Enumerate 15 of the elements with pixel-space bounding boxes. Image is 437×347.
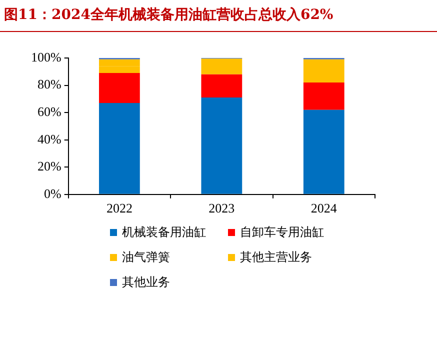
- y-tick-label: 20%: [37, 158, 62, 174]
- x-tick-label: 2022: [106, 200, 132, 216]
- y-tick-label: 60%: [37, 104, 62, 119]
- legend-label: 其他业务: [122, 274, 170, 291]
- x-tick-label: 2024: [310, 200, 338, 216]
- y-tick-label: 0%: [44, 186, 62, 201]
- y-tick-label: 80%: [37, 76, 62, 92]
- x-tick-label: 2023: [208, 200, 235, 216]
- legend-label: 自卸车专用油缸: [240, 224, 324, 241]
- legend-label: 机械装备用油缸: [122, 224, 206, 241]
- legend-label: 其他主营业务: [240, 249, 312, 266]
- y-tick-label: 40%: [37, 131, 62, 146]
- y-tick-label: 100%: [30, 49, 62, 64]
- legend-label: 油气弹簧: [122, 249, 170, 266]
- chart-title: 图11：2024全年机械装备用油缸营收占总收入62%: [4, 6, 334, 24]
